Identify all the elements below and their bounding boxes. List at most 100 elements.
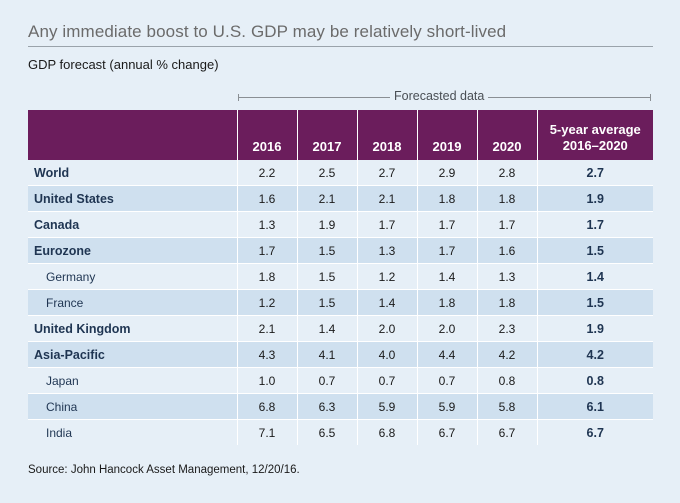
value-cell: 0.8 [476,367,537,394]
value-cell: 1.4 [296,315,357,342]
average-cell: 1.9 [536,185,653,212]
average-cell: 1.5 [536,289,653,316]
value-cell: 2.0 [356,315,417,342]
average-cell: 0.8 [536,367,653,394]
value-cell: 1.8 [416,185,477,212]
page-title: Any immediate boost to U.S. GDP may be r… [28,22,507,41]
value-cell: 2.1 [356,185,417,212]
header-avg-line2: 2016–2020 [562,138,628,153]
row-label: Germany [28,263,237,290]
table-row: World 2.2 2.5 2.7 2.9 2.8 2.7 [28,160,653,186]
value-cell: 6.3 [296,393,357,420]
value-cell: 1.2 [236,289,297,316]
value-cell: 1.9 [296,211,357,238]
value-cell: 0.7 [416,367,477,394]
value-cell: 1.6 [236,185,297,212]
table-row: United Kingdom 2.1 1.4 2.0 2.0 2.3 1.9 [28,315,653,342]
value-cell: 1.4 [356,289,417,316]
row-label: United Kingdom [28,315,237,342]
header-avg-line1: 5-year average [549,122,641,137]
source-note: Source: John Hancock Asset Management, 1… [28,464,300,476]
value-cell: 1.4 [416,263,477,290]
value-cell: 2.7 [356,160,417,186]
bracket-left-tick [238,94,239,101]
table-body: World 2.2 2.5 2.7 2.9 2.8 2.7 United States 1.6 2… [28,160,653,445]
value-cell: 1.5 [296,263,357,290]
table-row: China 6.8 6.3 5.9 5.9 5.8 6.1 [28,393,653,420]
bracket-right-tick [650,94,651,101]
value-cell: 1.3 [476,263,537,290]
value-cell: 2.5 [296,160,357,186]
average-cell: 4.2 [536,341,653,368]
value-cell: 4.4 [416,341,477,368]
value-cell: 1.7 [236,237,297,264]
average-cell: 6.7 [536,419,653,445]
value-cell: 2.2 [236,160,297,186]
value-cell: 4.1 [296,341,357,368]
value-cell: 4.2 [476,341,537,368]
row-label: India [28,419,237,445]
value-cell: 1.5 [296,289,357,316]
table-row: Germany 1.8 1.5 1.2 1.4 1.3 1.4 [28,263,653,290]
table-row: United States 1.6 2.1 2.1 1.8 1.8 1.9 [28,185,653,212]
value-cell: 1.8 [476,289,537,316]
header-5yr-average: 5-year average 2016–2020 [536,110,653,160]
value-cell: 2.8 [476,160,537,186]
forecast-label: Forecasted data [390,89,489,103]
table-row: Canada 1.3 1.9 1.7 1.7 1.7 1.7 [28,211,653,238]
value-cell: 6.8 [236,393,297,420]
value-cell: 0.7 [296,367,357,394]
value-cell: 1.7 [476,211,537,238]
table-row: Japan 1.0 0.7 0.7 0.7 0.8 0.8 [28,367,653,394]
value-cell: 1.8 [476,185,537,212]
value-cell: 6.7 [416,419,477,445]
table-header-row: 2016 2017 2018 2019 2020 5-year average … [28,110,653,160]
header-2018: 2018 [356,110,417,160]
forecast-bracket: Forecasted data [238,89,651,104]
average-cell: 1.4 [536,263,653,290]
subtitle: GDP forecast (annual % change) [28,57,219,72]
header-2017: 2017 [296,110,357,160]
value-cell: 1.8 [416,289,477,316]
value-cell: 1.7 [416,211,477,238]
value-cell: 1.0 [236,367,297,394]
value-cell: 1.5 [296,237,357,264]
value-cell: 1.7 [416,237,477,264]
value-cell: 2.1 [296,185,357,212]
row-label: Japan [28,367,237,394]
header-region [28,110,237,160]
value-cell: 5.8 [476,393,537,420]
row-label: World [28,160,237,186]
row-label: Canada [28,211,237,238]
value-cell: 2.9 [416,160,477,186]
value-cell: 4.3 [236,341,297,368]
value-cell: 1.8 [236,263,297,290]
value-cell: 5.9 [356,393,417,420]
value-cell: 0.7 [356,367,417,394]
row-label: Asia-Pacific [28,341,237,368]
value-cell: 4.0 [356,341,417,368]
value-cell: 1.2 [356,263,417,290]
value-cell: 2.1 [236,315,297,342]
average-cell: 6.1 [536,393,653,420]
average-cell: 1.5 [536,237,653,264]
average-cell: 1.7 [536,211,653,238]
value-cell: 6.7 [476,419,537,445]
value-cell: 1.6 [476,237,537,264]
value-cell: 1.3 [356,237,417,264]
row-label: China [28,393,237,420]
table-row: Asia-Pacific 4.3 4.1 4.0 4.4 4.2 4.2 [28,341,653,368]
table-row: Eurozone 1.7 1.5 1.3 1.7 1.6 1.5 [28,237,653,264]
value-cell: 2.0 [416,315,477,342]
table-row: France 1.2 1.5 1.4 1.8 1.8 1.5 [28,289,653,316]
gdp-forecast-table: 2016 2017 2018 2019 2020 5-year average … [28,110,653,445]
value-cell: 5.9 [416,393,477,420]
title-divider [28,46,653,47]
value-cell: 6.5 [296,419,357,445]
value-cell: 1.7 [356,211,417,238]
value-cell: 7.1 [236,419,297,445]
header-2016: 2016 [236,110,297,160]
value-cell: 1.3 [236,211,297,238]
value-cell: 2.3 [476,315,537,342]
row-label: Eurozone [28,237,237,264]
